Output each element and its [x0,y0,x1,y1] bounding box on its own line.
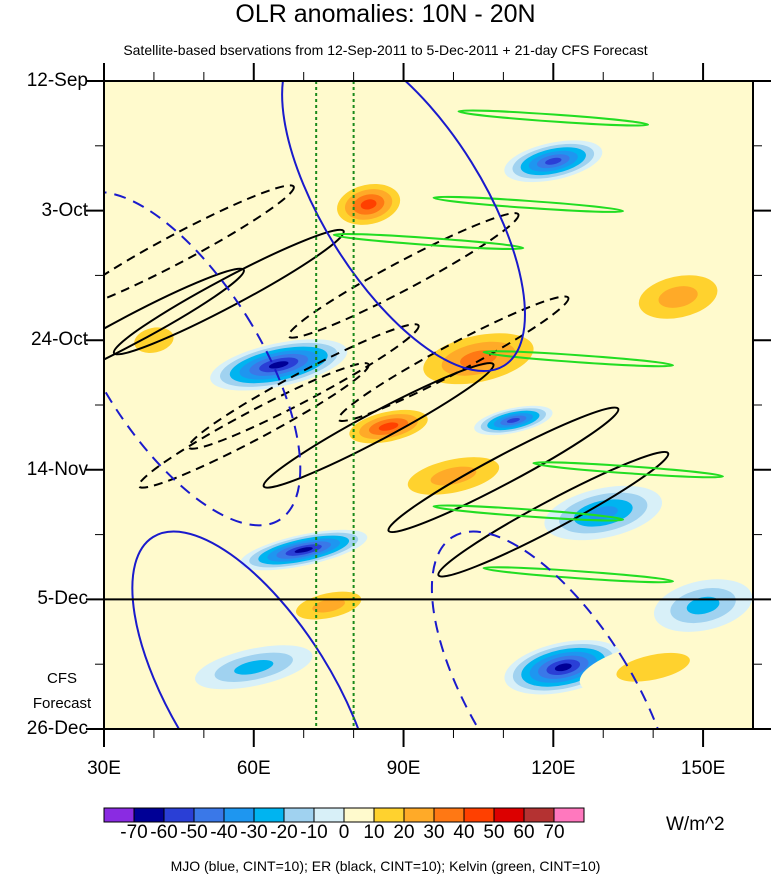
colorbar-label-6: -10 [300,822,328,843]
colorbar-swatch-2 [163,807,195,823]
anomaly-shade-4-6 [506,417,520,423]
anomaly-shade-13-3 [312,598,345,613]
colorbar-swatch-3 [193,807,225,823]
x-tick-label-1: 60E [236,758,271,779]
x-tick-label-4: 150E [680,758,726,779]
y-tick-label-4: 5-Dec [37,588,88,610]
colorbar-units: W/m^2 [666,814,725,835]
forecast-note-line-2: Forecast [32,695,92,712]
colorbar-label-7: 0 [338,822,350,843]
colorbar-label-11: 40 [453,822,475,843]
anomaly-shade-7-3 [686,596,720,615]
anomaly-shade-9-5 [378,422,399,431]
er-contour-5 [337,295,570,422]
anomaly-shade-0-7 [268,361,289,369]
colorbar-swatch-6 [283,807,315,823]
er-contour-1 [104,184,295,311]
x-tick-label-2: 90E [386,758,421,779]
kelvin-contour-5 [432,504,625,522]
er-contour-9 [137,362,370,489]
colorbar-swatch-11 [433,807,465,823]
y-tick-label-2: 24-Oct [30,329,88,351]
er-contour-6 [387,406,620,534]
er-contour-3 [187,323,420,450]
x-tick-label-3: 120E [531,758,576,779]
y-tick-label-5: 26-Dec [26,718,88,739]
anomaly-shade-1-7 [294,547,313,553]
colorbar-label-5: -20 [270,822,298,843]
chart-title: OLR anomalies: 10N - 20N [235,0,536,28]
wave-filter-contours [104,81,724,729]
mjo-contour-1 [281,81,526,373]
colorbar-label-2: -50 [180,822,208,843]
colorbar-swatch-4 [223,807,255,823]
kelvin-contour-4 [532,461,724,479]
mjo-contour-3 [430,530,676,729]
anomaly-shade-11-3 [430,466,477,486]
anomaly-shade-6-3 [234,659,274,675]
kelvin-contour-6 [482,566,675,584]
colorbar-swatch-8 [343,807,375,823]
anomaly-shade-12-3 [658,286,698,308]
colorbar-swatch-15 [553,807,585,823]
mjo-contour-2 [131,530,377,729]
plot-background [104,81,753,729]
colorbar-label-13: 60 [513,822,535,843]
colorbar-label-1: -60 [150,822,178,843]
anomaly-shade-8-5 [360,199,377,210]
colorbar-swatch-12 [463,807,495,823]
kelvin-contour-3 [482,350,675,368]
anomaly-shade-14-2 [616,652,690,682]
contour-caption: MJO (blue, CINT=10); ER (black, CINT=10)… [170,858,601,874]
colorbar-swatch-14 [523,807,555,823]
colorbar-label-9: 20 [393,822,415,843]
kelvin-contour-0 [457,109,650,127]
colorbar-swatch-10 [403,807,435,823]
colorbar-swatch-13 [493,807,525,823]
colorbar-swatch-5 [253,807,285,823]
kelvin-contour-2 [332,232,525,250]
y-tick-label-3: 14-Nov [26,458,88,480]
colorbar-swatch-9 [373,807,405,823]
x-tick-label-0: 30E [87,758,121,779]
colorbar-label-12: 50 [483,822,505,843]
anomaly-shade-2-7 [554,663,572,672]
er-contour-7 [287,212,520,339]
colorbar-label-8: 10 [363,822,385,843]
er-contour-0 [104,267,245,395]
forecast-note: CFS Forecast [12,666,112,716]
y-tick-label-0: 12-Sep [26,70,88,91]
chart-subtitle: Satellite-based bservations from 12-Sep-… [123,42,648,58]
kelvin-contour-1 [432,195,625,213]
colorbar-label-10: 30 [423,822,445,843]
colorbar-swatch-7 [313,807,345,823]
colorbar-label-14: 70 [543,822,565,843]
er-contour-2 [112,228,345,356]
colorbar-swatch-0 [103,807,135,823]
mjo-contour-0 [104,191,302,527]
colorbar-swatch-1 [133,807,165,823]
forecast-note-line-1: CFS [47,670,77,687]
anomaly-shade-3-6 [545,157,562,165]
colorbar-label-3: -40 [210,822,238,843]
colorbar-label-4: -30 [240,822,268,843]
y-tick-label-1: 3-Oct [41,199,88,221]
colorbar-label-0: -70 [120,822,148,843]
er-contour-8 [437,450,670,578]
